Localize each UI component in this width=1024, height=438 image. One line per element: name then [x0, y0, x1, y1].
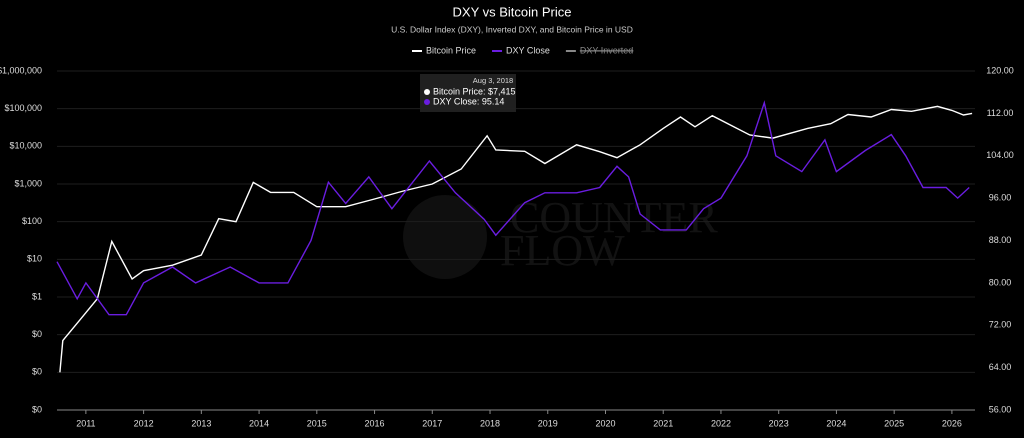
x-tick-label: 2023 [769, 418, 789, 428]
tooltip-line: DXY Close: 95.14 [433, 96, 504, 106]
x-tick-label: 2012 [134, 418, 154, 428]
tooltip-box [420, 74, 516, 112]
chart-subtitle: U.S. Dollar Index (DXY), Inverted DXY, a… [391, 24, 633, 34]
x-tick-label: 2022 [711, 418, 731, 428]
x-tick-label: 2016 [365, 418, 385, 428]
y-tick-label: $1,000 [14, 178, 42, 188]
watermark: FLOW [500, 226, 625, 275]
y-tick-label: $10 [27, 254, 42, 264]
y-tick-label: $0 [32, 329, 42, 339]
x-tick-label: 2014 [249, 418, 269, 428]
y2-tick-label: 88.00 [989, 235, 1012, 245]
watermark-logo [403, 195, 487, 279]
x-tick-label: 2015 [307, 418, 327, 428]
y2-tick-label: 56.00 [989, 404, 1012, 414]
y-tick-label: $1,000,000 [0, 65, 42, 75]
tooltip-date: Aug 3, 2018 [473, 76, 513, 85]
chart-title: DXY vs Bitcoin Price [453, 4, 572, 19]
y2-tick-label: 80.00 [989, 277, 1012, 287]
legend-label: Bitcoin Price [426, 45, 476, 55]
y2-tick-label: 104.00 [986, 150, 1014, 160]
series-line [56, 100, 970, 316]
x-tick-label: 2024 [826, 418, 846, 428]
y-tick-label: $10,000 [9, 141, 42, 151]
y2-tick-label: 96.00 [989, 193, 1012, 203]
y-tick-label: $0 [32, 404, 42, 414]
y-tick-label: $1 [32, 291, 42, 301]
series-line [59, 105, 973, 373]
x-tick-label: 2019 [538, 418, 558, 428]
y-tick-label: $100,000 [4, 103, 42, 113]
x-tick-label: 2017 [422, 418, 442, 428]
legend-label: DXY Close [506, 45, 550, 55]
y-tick-label: $100 [22, 216, 42, 226]
x-tick-label: 2018 [480, 418, 500, 428]
y2-tick-label: 112.00 [987, 108, 1014, 118]
x-tick-label: 2020 [595, 418, 615, 428]
y2-tick-label: 64.00 [989, 362, 1012, 372]
x-tick-label: 2025 [884, 418, 904, 428]
y-tick-label: $0 [32, 367, 42, 377]
x-tick-label: 2021 [653, 418, 673, 428]
watermark: COUNTER [510, 193, 718, 242]
tooltip-line: Bitcoin Price: $7,415 [433, 86, 516, 96]
y2-tick-label: 72.00 [989, 320, 1012, 330]
x-tick-label: 2026 [942, 418, 962, 428]
tooltip-dot [424, 89, 430, 95]
x-tick-label: 2013 [191, 418, 211, 428]
legend-label: DXY Inverted [580, 45, 633, 55]
tooltip-dot [424, 99, 430, 105]
y2-tick-label: 120.00 [986, 65, 1014, 75]
x-tick-label: 2011 [76, 418, 95, 428]
